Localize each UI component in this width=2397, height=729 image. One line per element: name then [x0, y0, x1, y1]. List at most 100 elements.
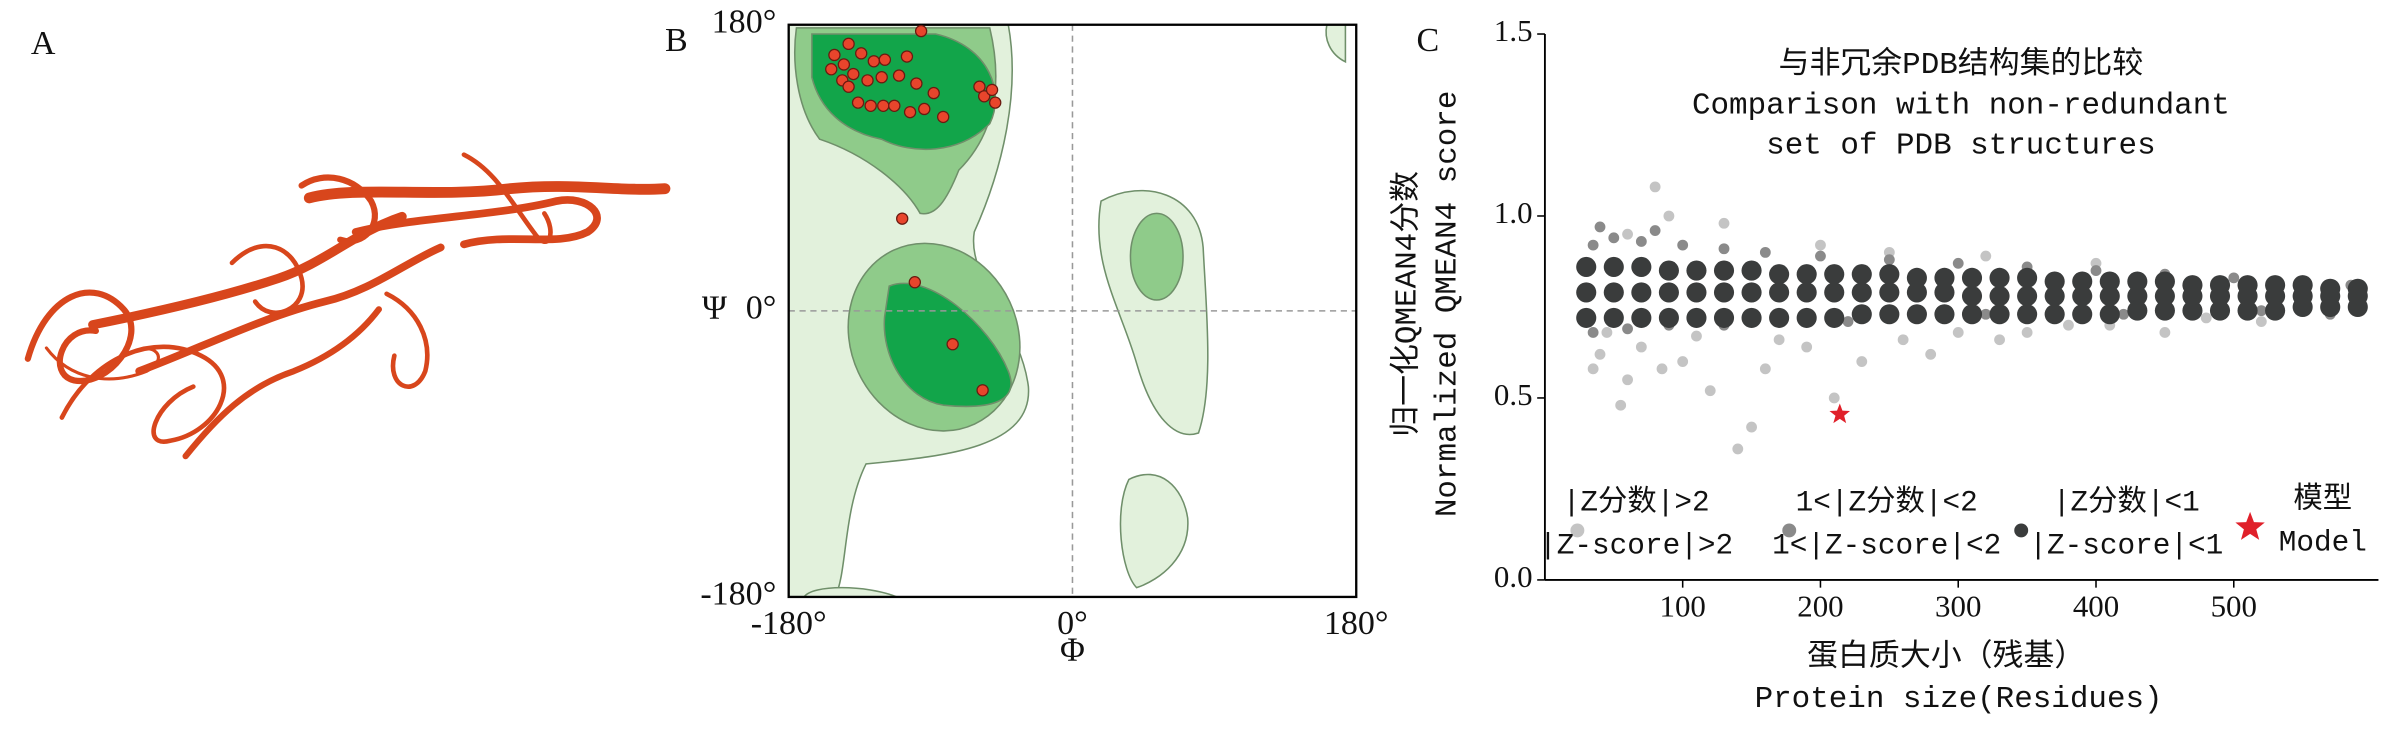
point — [2127, 286, 2148, 307]
point — [914, 24, 928, 38]
point — [1686, 307, 1707, 328]
x-tick-label: 100 — [1660, 588, 1706, 623]
legend-marker — [2235, 511, 2265, 540]
point — [1658, 282, 1679, 303]
point — [1601, 327, 1613, 338]
point — [1994, 334, 2005, 346]
point — [1759, 246, 1771, 258]
point — [851, 96, 865, 109]
point — [1961, 304, 1983, 325]
point — [2265, 300, 2286, 321]
point — [2090, 265, 2102, 276]
point — [1989, 267, 2010, 288]
legend-label: Model — [2279, 527, 2367, 560]
legend-label: |Z-score|<1 — [2029, 530, 2223, 563]
point — [1615, 399, 1627, 411]
legend-marker — [1782, 523, 1797, 538]
point — [1828, 392, 1840, 404]
point — [1815, 250, 1826, 262]
contours — [787, 23, 1347, 598]
point — [2099, 286, 2120, 307]
point — [2320, 296, 2341, 318]
legend-marker — [2014, 523, 2029, 538]
point — [1961, 267, 1983, 288]
x-tick-label: 300 — [1935, 588, 1981, 623]
point — [1879, 264, 1900, 285]
panel-label: B — [665, 22, 688, 59]
point — [1773, 334, 1785, 346]
panel-label: A — [31, 25, 56, 62]
point — [1576, 282, 1597, 303]
point — [1622, 228, 1633, 240]
model-point — [1829, 403, 1851, 424]
point — [2017, 304, 2038, 325]
point — [1824, 307, 1845, 328]
y-tick-label: -180° — [700, 576, 776, 613]
point — [1769, 307, 1790, 328]
point — [1801, 341, 1813, 353]
point — [989, 96, 1002, 109]
point — [1677, 239, 1689, 251]
point — [2044, 286, 2065, 307]
point — [1658, 260, 1679, 281]
point — [1656, 363, 1668, 375]
point — [1934, 267, 1955, 288]
point — [1741, 307, 1762, 328]
point — [1796, 282, 1817, 303]
point — [2118, 308, 2129, 320]
point — [1631, 307, 1652, 328]
point — [1718, 217, 1730, 229]
point — [976, 384, 989, 397]
point — [1842, 316, 1854, 327]
point — [918, 102, 931, 116]
point — [2063, 319, 2074, 331]
point — [1603, 282, 1624, 303]
point — [1732, 443, 1744, 455]
point — [1741, 282, 1762, 303]
point — [1906, 304, 1927, 325]
point — [1989, 304, 2010, 325]
point — [1576, 256, 1597, 277]
point — [2347, 296, 2368, 318]
point — [1649, 181, 1661, 193]
point — [1587, 327, 1599, 338]
point — [1851, 304, 1872, 325]
x-tick-label: 400 — [2073, 588, 2119, 623]
point — [1879, 282, 1900, 303]
point — [2255, 316, 2267, 327]
point — [1686, 260, 1707, 281]
point — [877, 99, 890, 112]
protein-structure — [24, 152, 671, 460]
point — [1952, 327, 1964, 338]
point — [1686, 282, 1707, 303]
panel-label: C — [1417, 22, 1440, 59]
point — [1879, 304, 1900, 325]
point — [1691, 330, 1702, 342]
point — [1897, 334, 1909, 346]
point — [1741, 260, 1762, 281]
point — [910, 77, 923, 90]
point — [2044, 304, 2065, 325]
point — [2292, 296, 2313, 318]
legend-label: |Z-score|>2 — [1539, 530, 1733, 563]
point — [825, 63, 838, 76]
point — [927, 86, 940, 100]
point — [1934, 282, 1955, 303]
point — [1594, 221, 1606, 233]
point — [903, 105, 917, 119]
y-axis-label: Ψ — [702, 290, 728, 327]
point — [2237, 286, 2258, 307]
point — [1718, 243, 1730, 255]
point — [892, 69, 906, 82]
point — [2154, 300, 2175, 321]
point — [1746, 421, 1757, 433]
y-axis-label: Normalized QMEAN4 score — [1431, 91, 1466, 518]
point — [1769, 264, 1790, 285]
point — [985, 83, 999, 97]
x-tick-label: -180° — [751, 605, 827, 642]
point — [837, 58, 851, 71]
y-tick-label: 1.0 — [1494, 195, 1533, 230]
point — [2017, 286, 2038, 307]
point — [1713, 260, 1735, 281]
